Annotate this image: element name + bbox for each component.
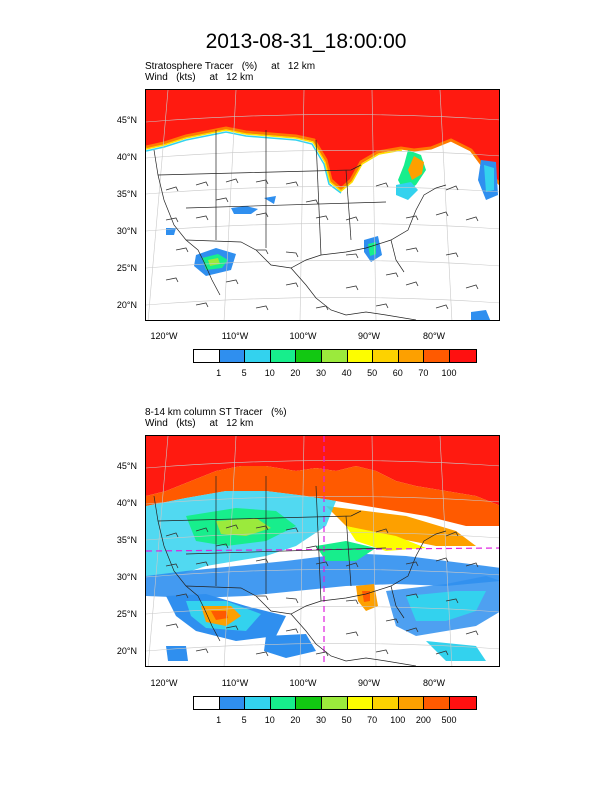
panel2-lon-label-100: 100°W: [289, 678, 317, 688]
colorbar-tick-label: 30: [315, 715, 326, 725]
panel2-wind-barbs: [165, 524, 479, 657]
colorbar-tick-label: 40: [341, 368, 352, 378]
panel1-lat-label-30: 30°N: [116, 226, 137, 236]
colorbar-tick-label: 20: [290, 715, 301, 725]
tracer-high-north: [146, 90, 499, 189]
colorbar-swatch: [194, 697, 220, 709]
colorbar-swatch: [194, 350, 220, 362]
panel2-lat-label-40: 40°N: [116, 498, 137, 508]
colorbar-swatch: [424, 350, 450, 362]
colorbar-tick-label: 50: [367, 368, 378, 378]
colorbar-tick-label: 5: [241, 715, 247, 725]
panel1-lon-label-80: 80°W: [422, 331, 446, 341]
panel2-lon-label-90: 90°W: [357, 678, 381, 688]
colorbar-swatch: [424, 697, 450, 709]
colorbar-swatch: [398, 697, 425, 709]
colorbar-tick-label: 70: [367, 715, 378, 725]
colorbar-swatch: [373, 697, 399, 709]
colorbar-swatch: [449, 697, 476, 709]
colorbar-swatch: [321, 350, 348, 362]
colorbar-swatch: [245, 350, 271, 362]
panel1-lon-label-90: 90°W: [357, 331, 381, 341]
panel2-wind-label: Wind (kts) at 12 km: [145, 418, 254, 429]
colorbar-swatch: [321, 697, 348, 709]
colorbar-swatch: [270, 350, 297, 362]
panel1-lon-label-100: 100°W: [289, 331, 317, 341]
colorbar-swatch: [449, 350, 476, 362]
colorbar-tick-label: 500: [441, 715, 457, 725]
panel1-lat-label-20: 20°N: [116, 300, 137, 310]
colorbar-swatch: [245, 697, 271, 709]
panel1-lat-label-25: 25°N: [116, 263, 137, 273]
colorbar-swatch: [347, 697, 374, 709]
colorbar-swatch: [373, 350, 399, 362]
panel1-lat-label-35: 35°N: [116, 189, 137, 199]
panel1-lon-label-120: 120°W: [150, 331, 178, 341]
panel1-graticule: [146, 90, 499, 320]
panel1-lon-label-110: 110°W: [221, 331, 249, 341]
colorbar-tick-label: 200: [415, 715, 431, 725]
panel1-colorbar: [193, 349, 477, 363]
panel2-map-svg: [146, 436, 499, 666]
panel1-variable-label: Stratosphere Tracer (%) at 12 km: [145, 61, 316, 72]
colorbar-tick-label: 10: [264, 368, 275, 378]
panel2-map: [145, 435, 500, 667]
panel2-colorbar: [193, 696, 477, 710]
colorbar-tick-label: 30: [315, 368, 326, 378]
colorbar-tick-label: 50: [341, 715, 352, 725]
panel1-lat-label-40: 40°N: [116, 152, 137, 162]
colorbar-tick-label: 100: [390, 715, 406, 725]
tracer-high-north: [146, 436, 499, 506]
colorbar-tick-label: 5: [241, 368, 247, 378]
colorbar-swatch: [270, 697, 297, 709]
colorbar-swatch: [296, 697, 322, 709]
colorbar-swatch: [219, 697, 246, 709]
panel2-lat-label-30: 30°N: [116, 572, 137, 582]
panel2-lat-label-25: 25°N: [116, 609, 137, 619]
panel2-lat-label-45: 45°N: [116, 461, 137, 471]
panel2-lat-label-35: 35°N: [116, 535, 137, 545]
colorbar-tick-label: 10: [264, 715, 275, 725]
panel1-map-svg: [146, 90, 499, 320]
colorbar-swatch: [347, 350, 374, 362]
panel2-coastlines: [153, 476, 447, 666]
colorbar-tick-label: 100: [441, 368, 457, 378]
panel2-lon-label-80: 80°W: [422, 678, 446, 688]
colorbar-swatch: [296, 350, 322, 362]
panel1-coastlines: [153, 130, 447, 320]
panel2-lat-label-20: 20°N: [116, 646, 137, 656]
plot-title: 2013-08-31_18:00:00: [205, 30, 407, 53]
panel1-map: [145, 89, 500, 321]
colorbar-tick-label: 70: [418, 368, 429, 378]
colorbar-tick-label: 1: [216, 368, 222, 378]
colorbar-tick-label: 20: [290, 368, 301, 378]
colorbar-swatch: [398, 350, 425, 362]
panel2-variable-label: 8-14 km column ST Tracer (%): [145, 407, 287, 418]
colorbar-tick-label: 60: [392, 368, 403, 378]
panel1-wind-label: Wind (kts) at 12 km: [145, 72, 254, 83]
panel2-lon-label-110: 110°W: [221, 678, 249, 688]
panel1-lat-label-45: 45°N: [116, 115, 137, 125]
colorbar-tick-label: 1: [216, 715, 222, 725]
colorbar-swatch: [219, 350, 246, 362]
panel2-dashed-lines: [146, 436, 499, 666]
panel1-wind-barbs: [165, 178, 479, 311]
panel2-lon-label-120: 120°W: [150, 678, 178, 688]
